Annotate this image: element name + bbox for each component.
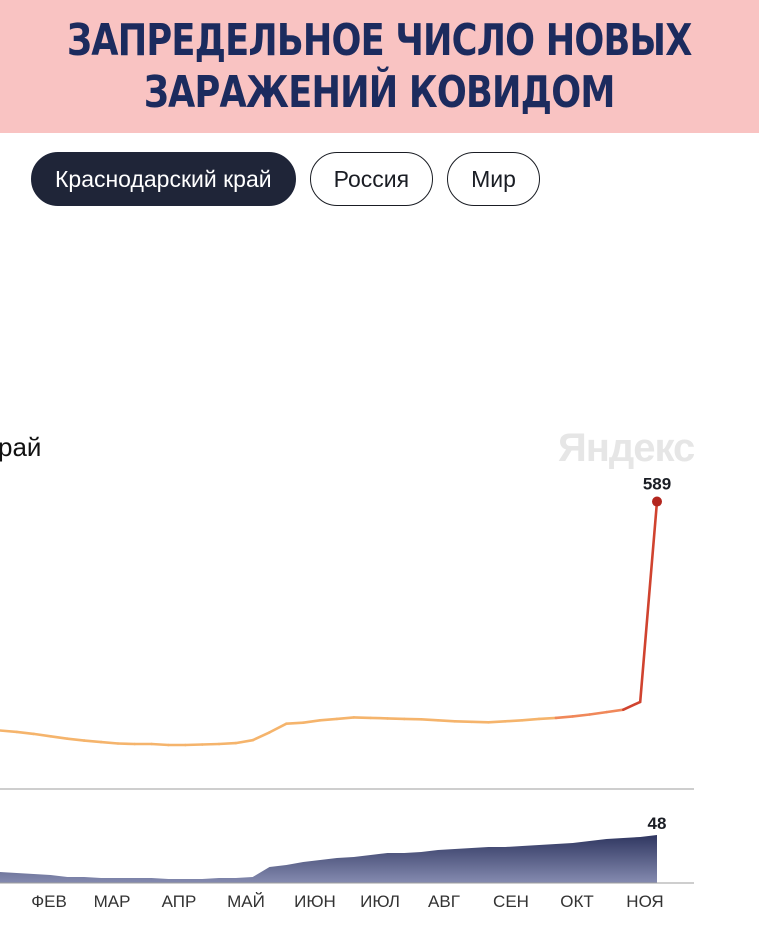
line-segment	[66, 737, 86, 742]
line-segment	[268, 722, 288, 734]
line-segment	[419, 717, 440, 722]
x-axis-label: АПР	[162, 892, 197, 911]
line-segment	[453, 719, 474, 724]
area-fill	[0, 835, 657, 883]
x-axis-label: ОКТ	[560, 892, 594, 911]
x-axis-label: ФЕВ	[31, 892, 67, 911]
x-axis-label: ИЮЛ	[360, 892, 400, 911]
line-segment	[150, 742, 170, 747]
line-segment	[0, 729, 19, 734]
yandex-watermark: Яндекс	[558, 426, 695, 470]
line-segment	[352, 716, 372, 720]
x-axis-label: ИЮН	[294, 892, 336, 911]
line-segment	[318, 717, 339, 722]
line-segment	[217, 741, 238, 746]
line-segment	[504, 718, 524, 723]
line-segment	[32, 732, 52, 738]
line-segment	[520, 717, 541, 722]
line-segment	[605, 708, 625, 714]
line-segment	[99, 740, 120, 745]
area-peak-value-label: 48	[648, 814, 667, 833]
x-axis-label: АВГ	[428, 892, 460, 911]
x-axis-label: СЕН	[493, 892, 529, 911]
line-segment	[588, 710, 608, 716]
line-segment	[436, 718, 457, 723]
peak-value-label: 589	[643, 475, 671, 494]
line-segment	[386, 717, 406, 721]
x-axis-label: МАР	[94, 892, 131, 911]
headline-line-1: ЗАПРЕДЕЛЬНОЕ ЧИСЛО НОВЫХ	[67, 14, 692, 66]
x-axis-labels: ФЕВ МАР АПР МАЙ ИЮН ИЮЛ АВГ СЕН ОКТ НОЯ	[31, 892, 664, 911]
main-series	[0, 496, 662, 747]
x-axis-label: МАЙ	[227, 892, 265, 911]
line-segment	[537, 716, 558, 721]
line-segment	[251, 731, 271, 742]
line-segment	[487, 719, 507, 724]
line-segment	[82, 739, 103, 744]
line-segment	[301, 718, 322, 725]
region-label: рай	[0, 432, 42, 462]
line-segment	[335, 716, 356, 721]
line-segment	[621, 700, 642, 712]
line-segment	[49, 734, 69, 741]
region-tabs: Краснодарский край Россия Мир	[31, 152, 540, 206]
line-segment	[200, 742, 221, 746]
line-segment	[554, 715, 575, 720]
area-series	[0, 835, 657, 883]
x-axis-label: НОЯ	[626, 892, 663, 911]
tab-russia[interactable]: Россия	[309, 152, 434, 206]
line-segment	[285, 721, 305, 726]
headline-banner: ЗАПРЕДЕЛЬНОЕ ЧИСЛО НОВЫХ ЗАРАЖЕНИЙ КОВИД…	[0, 0, 759, 133]
line-segment	[369, 716, 389, 720]
line-segment	[571, 713, 591, 718]
line-segment	[638, 500, 659, 704]
line-segment	[184, 743, 204, 747]
tab-world[interactable]: Мир	[447, 152, 540, 206]
headline-line-2: ЗАРАЖЕНИЙ КОВИДОМ	[144, 66, 616, 118]
line-segment	[470, 720, 490, 724]
peak-point	[652, 496, 662, 507]
line-segment	[234, 738, 254, 745]
line-segment	[116, 742, 137, 746]
line-segment	[15, 730, 36, 736]
tab-krasnodar[interactable]: Краснодарский край	[31, 152, 296, 206]
